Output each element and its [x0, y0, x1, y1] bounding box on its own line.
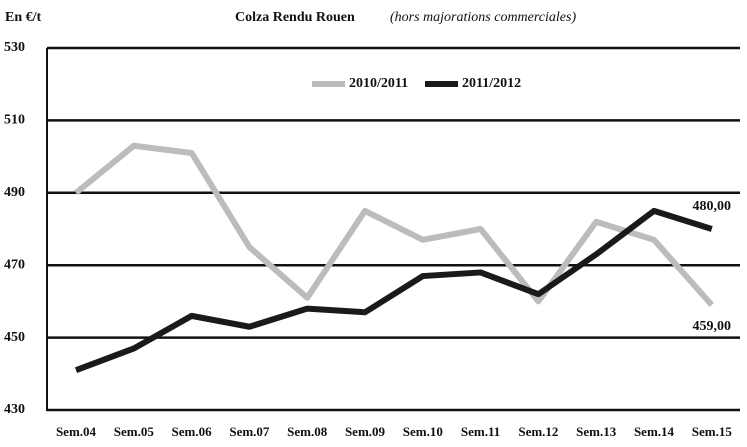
x-tick-label: Sem.11	[461, 424, 500, 439]
series-line	[74, 142, 715, 308]
y-tick-label: 530	[4, 40, 25, 55]
y-tick-label: 430	[4, 402, 25, 417]
x-tick-label: Sem.08	[287, 424, 328, 439]
y-tick-label: 450	[4, 330, 25, 345]
legend-label: 2011/2012	[462, 76, 521, 91]
y-tick-label: 470	[4, 257, 25, 272]
y-tick-label: 490	[4, 185, 25, 200]
chart-subtitle: (hors majorations commerciales)	[390, 10, 576, 25]
legend-label: 2010/2011	[349, 76, 408, 91]
x-tick-label: Sem.05	[114, 424, 155, 439]
x-tick-label: Sem.06	[172, 424, 213, 439]
series-line	[74, 207, 713, 373]
value-label: 459,00	[693, 319, 732, 334]
x-tick-label: Sem.04	[56, 424, 97, 439]
x-tick-label: Sem.13	[576, 424, 617, 439]
y-axis-label: En €/t	[5, 10, 42, 25]
chart-title: Colza Rendu Rouen	[235, 10, 355, 25]
x-tick-label: Sem.07	[229, 424, 270, 439]
y-tick-label: 510	[4, 113, 25, 128]
x-tick-label: Sem.15	[692, 424, 733, 439]
x-tick-label: Sem.12	[518, 424, 558, 439]
x-tick-label: Sem.14	[634, 424, 675, 439]
x-tick-label: Sem.10	[403, 424, 443, 439]
value-label: 480,00	[693, 199, 732, 214]
x-tick-label: Sem.09	[345, 424, 386, 439]
